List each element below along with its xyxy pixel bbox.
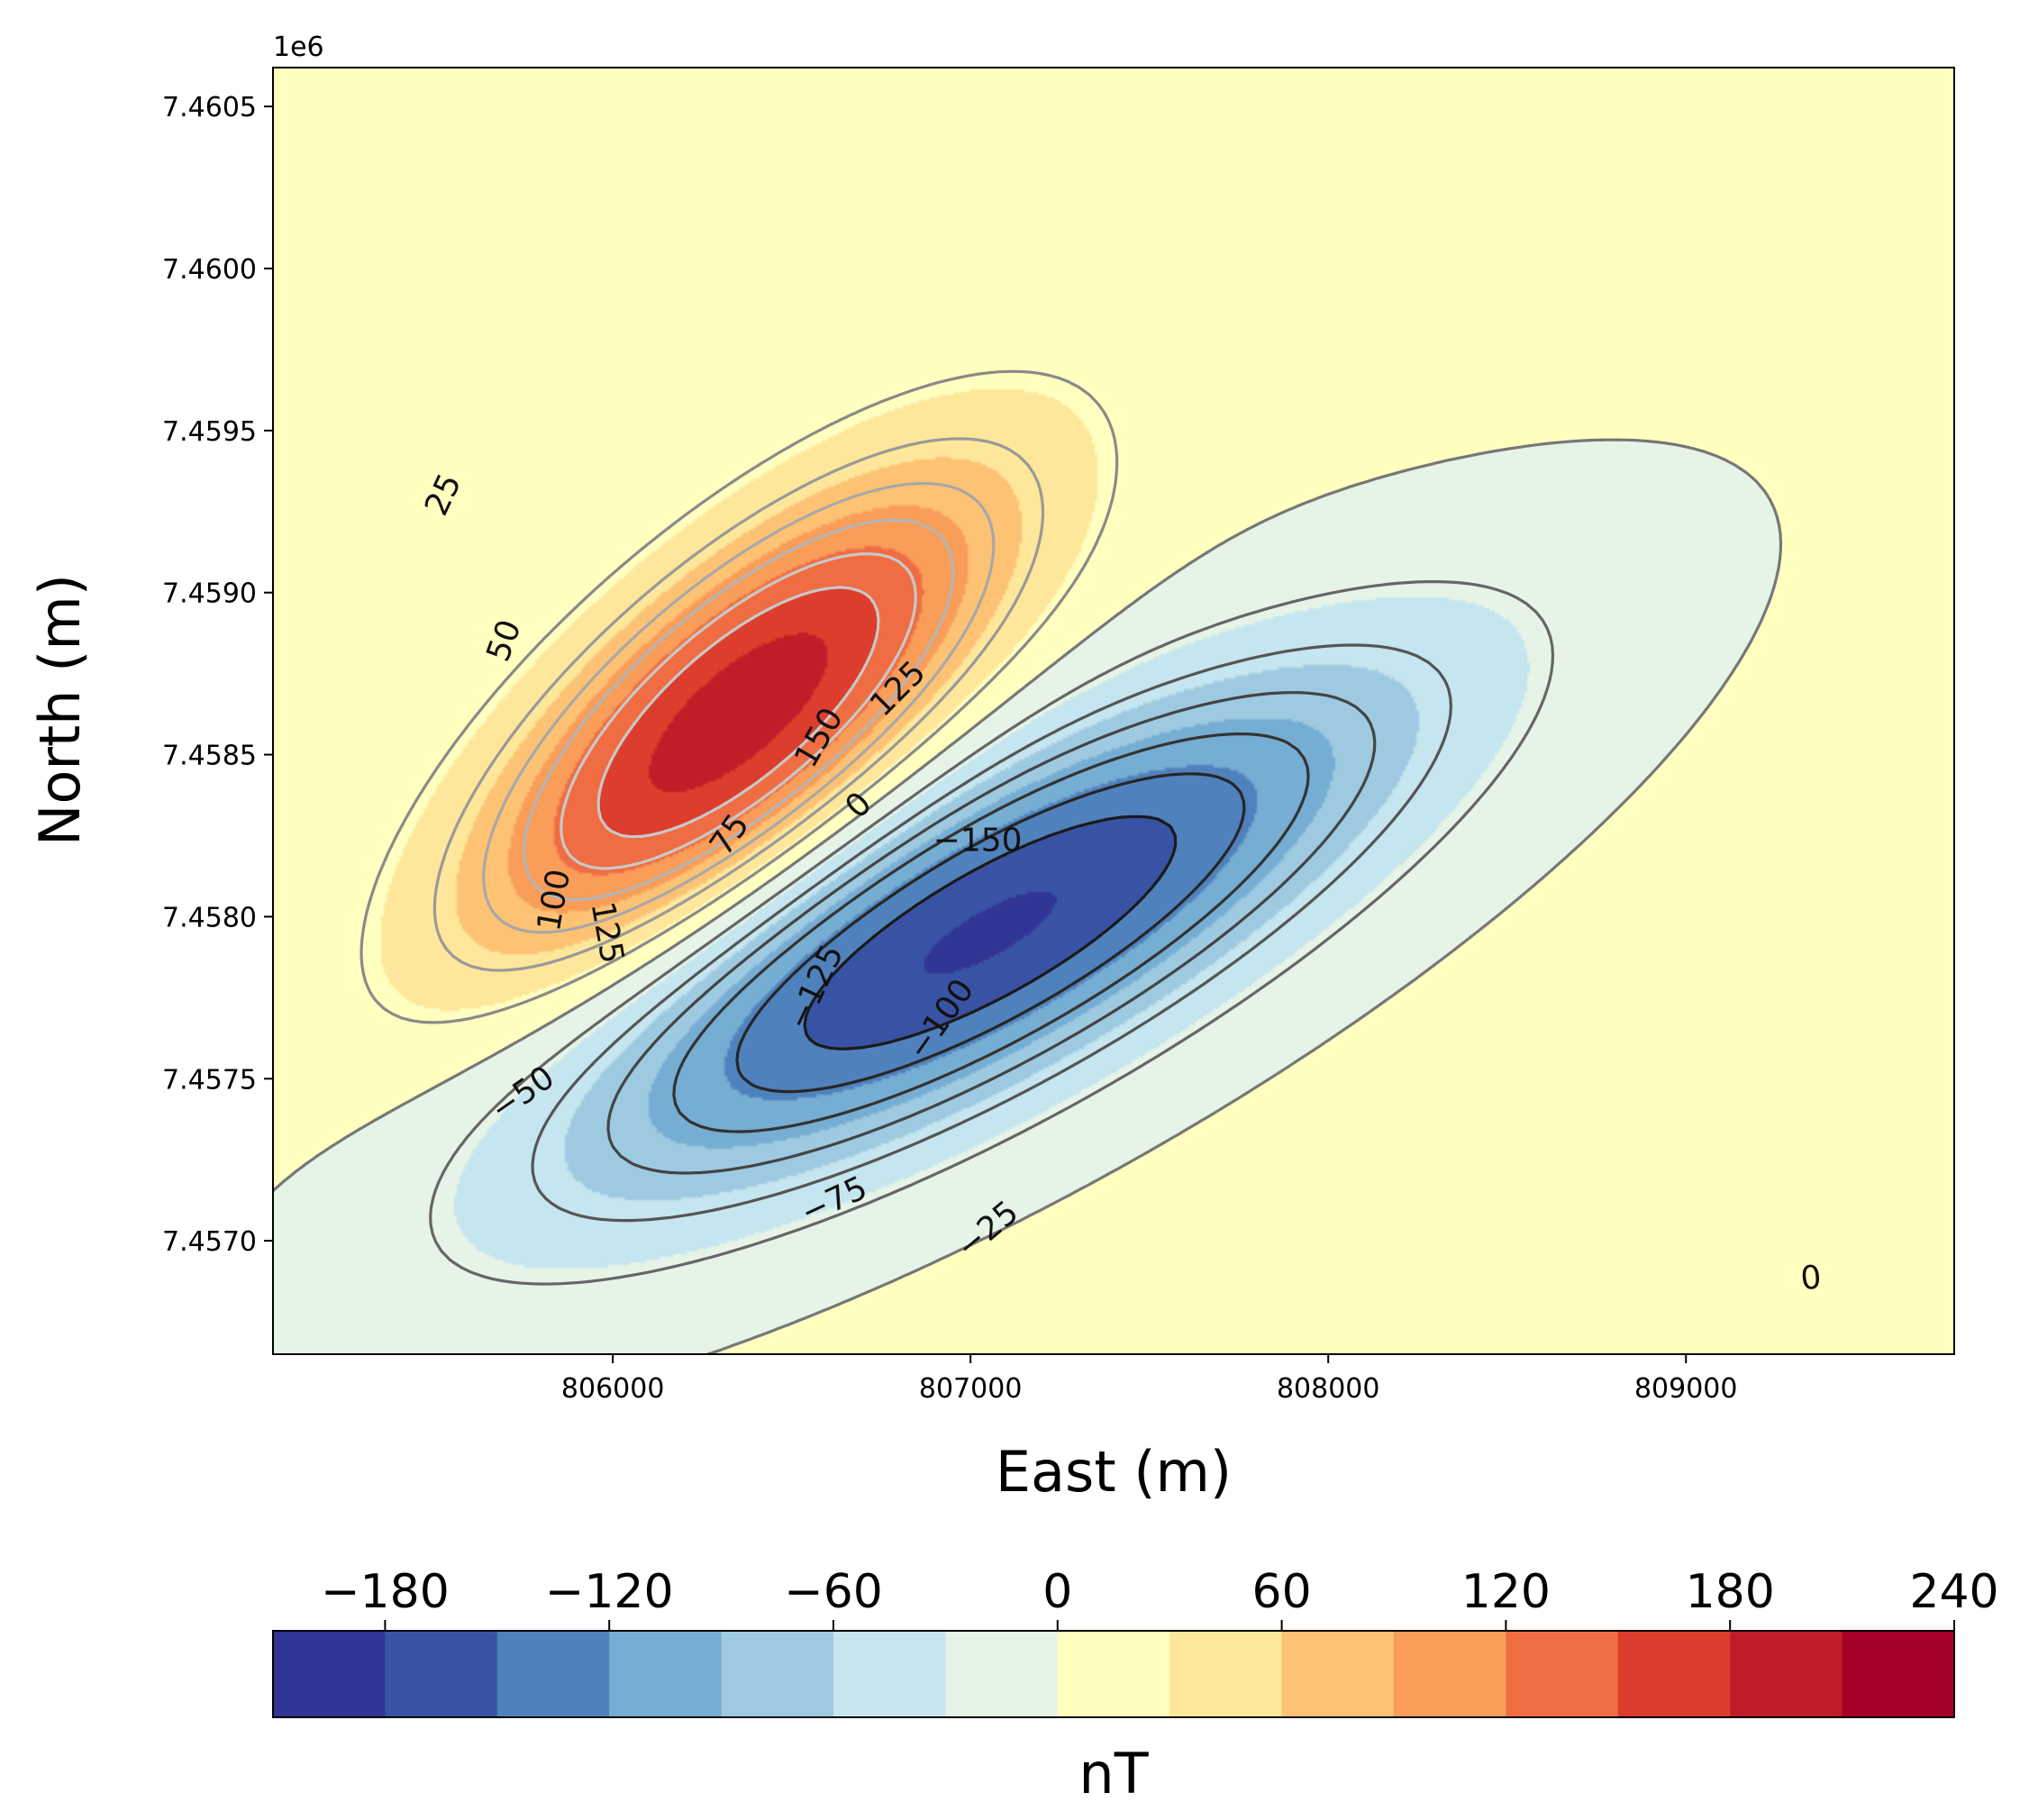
x-tick-label: 808000 [1277, 1373, 1380, 1405]
contour-line [482, 481, 996, 934]
colorbar-segment [1617, 1631, 1731, 1717]
colorbar-segment [385, 1631, 498, 1717]
colorbar-tick-label: −60 [784, 1565, 883, 1619]
plot-frame [272, 67, 1955, 1355]
colorbar-segment [945, 1631, 1059, 1717]
colorbar-segment [1506, 1631, 1619, 1717]
contour-label: 0 [1799, 1259, 1823, 1297]
colorbar-segment [273, 1631, 386, 1717]
colorbar-tick-label: −180 [321, 1565, 450, 1619]
colorbar [273, 1631, 1955, 1717]
y-tick-label: 7.4580 [162, 902, 257, 933]
x-axis-ticks: 806000 807000 808000 809000 [561, 1354, 1738, 1405]
colorbar-tick-label: −120 [545, 1565, 674, 1619]
colorbar-label: nT [1078, 1741, 1149, 1806]
y-tick-label: 7.4590 [162, 578, 257, 610]
colorbar-segment [1057, 1631, 1170, 1717]
anomaly-field [273, 68, 1954, 1354]
contour-line [560, 552, 917, 870]
colorbar-segment [1169, 1631, 1283, 1717]
colorbar-tick-label: 120 [1461, 1565, 1551, 1619]
y-axis-ticks: 7.4570 7.4575 7.4580 7.4585 7.4590 7.4595 7.46… [162, 92, 273, 1258]
y-tick-label: 7.4605 [162, 92, 257, 123]
x-axis-label: East (m) [996, 1439, 1232, 1505]
colorbar-segment [833, 1631, 946, 1717]
colorbar-tick-label: 0 [1042, 1565, 1072, 1619]
contour-line [803, 814, 1178, 1051]
colorbar-segment [1842, 1631, 1955, 1717]
contour-line [606, 691, 1377, 1175]
field-raster [273, 68, 1954, 1354]
contour-label: −150 [933, 823, 1023, 860]
colorbar-segment [721, 1631, 834, 1717]
y-axis-label: North (m) [27, 574, 93, 846]
x-tick-label: 809000 [1634, 1373, 1738, 1405]
contour-line [672, 732, 1310, 1133]
colorbar-segment [609, 1631, 723, 1717]
colorbar-tick-label: 240 [1909, 1565, 1998, 1619]
contour-line [523, 518, 955, 901]
contour-line [735, 772, 1246, 1094]
y-tick-label: 7.4575 [162, 1064, 257, 1096]
y-tick-label: 7.4600 [162, 254, 257, 286]
x-tick-label: 807000 [919, 1373, 1023, 1405]
colorbar-tick-label: 60 [1252, 1565, 1312, 1619]
contour-line [359, 369, 1119, 1024]
colorbar-segment [496, 1631, 610, 1717]
y-tick-label: 7.4570 [162, 1226, 257, 1258]
colorbar-segment [1730, 1631, 1843, 1717]
y-tick-label: 7.4585 [162, 741, 257, 772]
contour-line [429, 580, 1555, 1286]
y-tick-label: 7.4595 [162, 416, 257, 448]
colorbar-segment [1394, 1631, 1506, 1717]
colorbar-segment [1281, 1631, 1395, 1717]
colorbar-ticks: −180 −120 −60 0 60 120 180 240 [321, 1565, 1999, 1631]
contour-lines [273, 369, 1783, 1354]
contour-line [432, 437, 1045, 972]
contour-line [531, 643, 1452, 1223]
contour-line [596, 586, 880, 839]
x-tick-label: 806000 [561, 1373, 665, 1405]
colorbar-frame [272, 1630, 1955, 1718]
y-offset-label: 1e6 [273, 32, 324, 63]
colorbar-tick-label: 180 [1686, 1565, 1775, 1619]
